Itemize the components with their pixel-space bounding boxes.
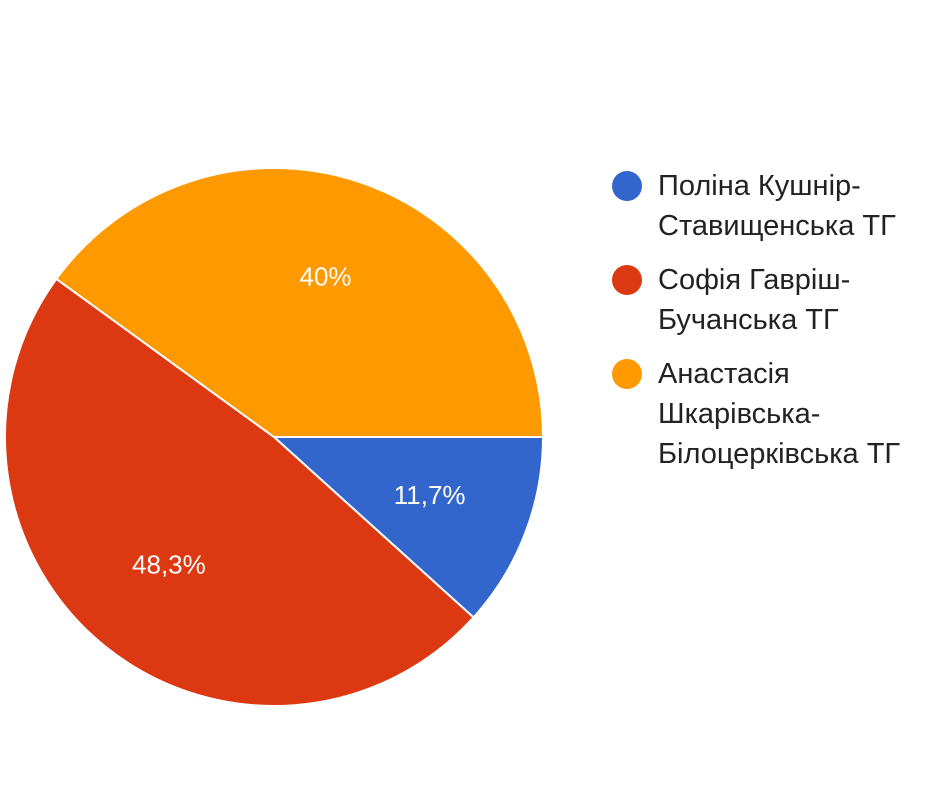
legend-label: Софія Гавріш- Бучанська ТГ: [658, 264, 851, 336]
legend-label: Поліна Кушнір- Ставищенська ТГ: [658, 170, 896, 242]
slice-label-2: 48,3%: [132, 549, 206, 579]
pie-slice-2: [4, 277, 475, 707]
legend-item-3: Анастасія Шкарівська- Білоцерківська ТГ: [612, 354, 922, 474]
legend-swatch: [612, 265, 642, 295]
pie-slice-3: [54, 167, 545, 438]
legend-swatch: [612, 359, 642, 389]
legend: Поліна Кушнір- Ставищенська ТГ Софія Гавр…: [612, 166, 922, 488]
legend-item-2: Софія Гавріш- Бучанська ТГ: [612, 260, 922, 340]
pie-slice-1: [271, 436, 545, 619]
slice-label-1: 11,7%: [394, 480, 466, 510]
legend-swatch: [612, 171, 642, 201]
legend-item-1: Поліна Кушнір- Ставищенська ТГ: [612, 166, 922, 246]
legend-label: Анастасія Шкарівська- Білоцерківська ТГ: [658, 358, 901, 470]
slice-label-3: 40%: [300, 261, 352, 291]
